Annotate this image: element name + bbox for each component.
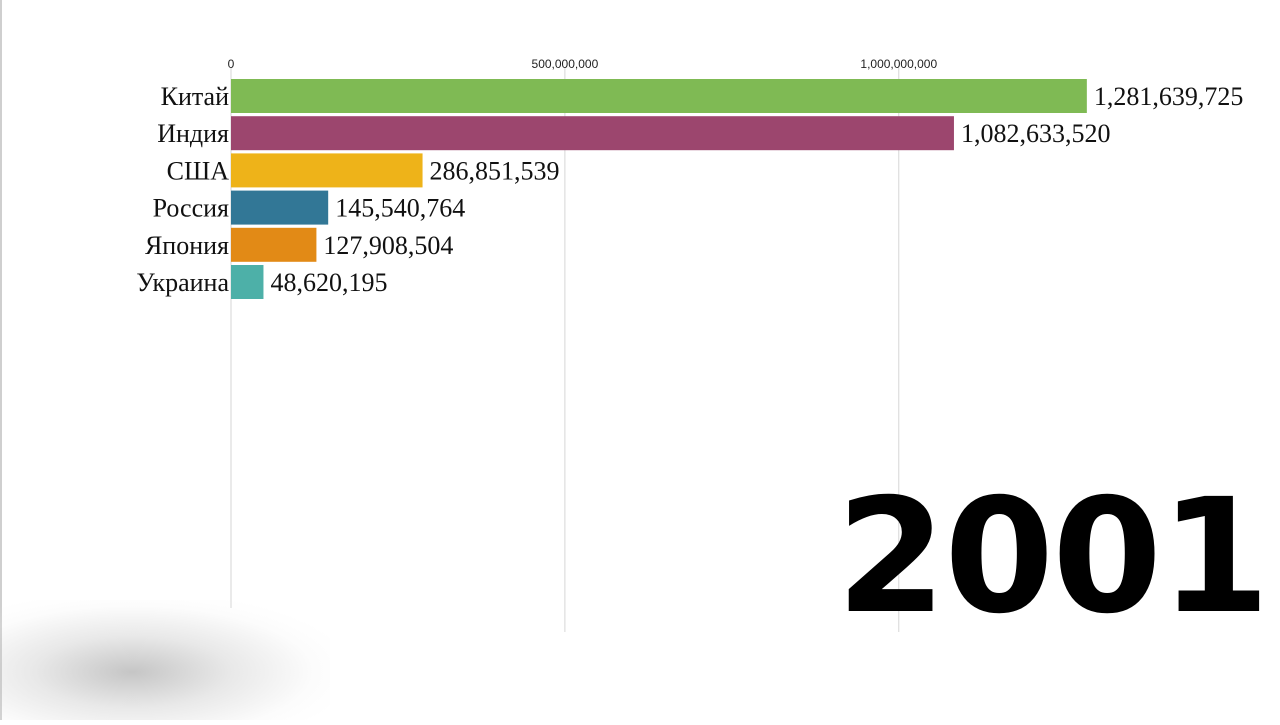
left-edge-line (0, 0, 2, 720)
category-label: Россия (153, 194, 229, 223)
value-label: 145,540,764 (335, 194, 465, 223)
category-label: США (167, 156, 230, 185)
bar (231, 153, 423, 188)
category-labels: Китай Индия США Россия Япония Украина (136, 82, 229, 297)
value-label: 1,281,639,725 (1094, 82, 1244, 111)
bars (231, 79, 1087, 299)
bar (231, 265, 264, 299)
category-label: Индия (157, 119, 229, 148)
category-label: Китай (161, 82, 229, 111)
x-tick-label: 0 (228, 57, 235, 71)
tick-labels: 0 500,000,000 1,000,000,000 (228, 57, 938, 71)
blur-smudge (0, 600, 330, 720)
value-label: 286,851,539 (430, 156, 560, 185)
category-label: Япония (145, 231, 229, 260)
bar (231, 116, 954, 151)
bar (231, 79, 1087, 113)
value-label: 1,082,633,520 (961, 119, 1111, 148)
value-label: 48,620,195 (270, 268, 387, 297)
bar (231, 190, 329, 225)
bar (231, 227, 317, 262)
year-label: 2001 (836, 465, 1270, 649)
value-label: 127,908,504 (323, 231, 453, 260)
value-labels: 1,281,639,725 1,082,633,520 286,851,539 145… (270, 82, 1243, 297)
x-tick-label: 500,000,000 (532, 57, 599, 71)
x-tick-label: 1,000,000,000 (860, 57, 937, 71)
category-label: Украина (136, 268, 229, 297)
grid-layer (230, 68, 900, 632)
